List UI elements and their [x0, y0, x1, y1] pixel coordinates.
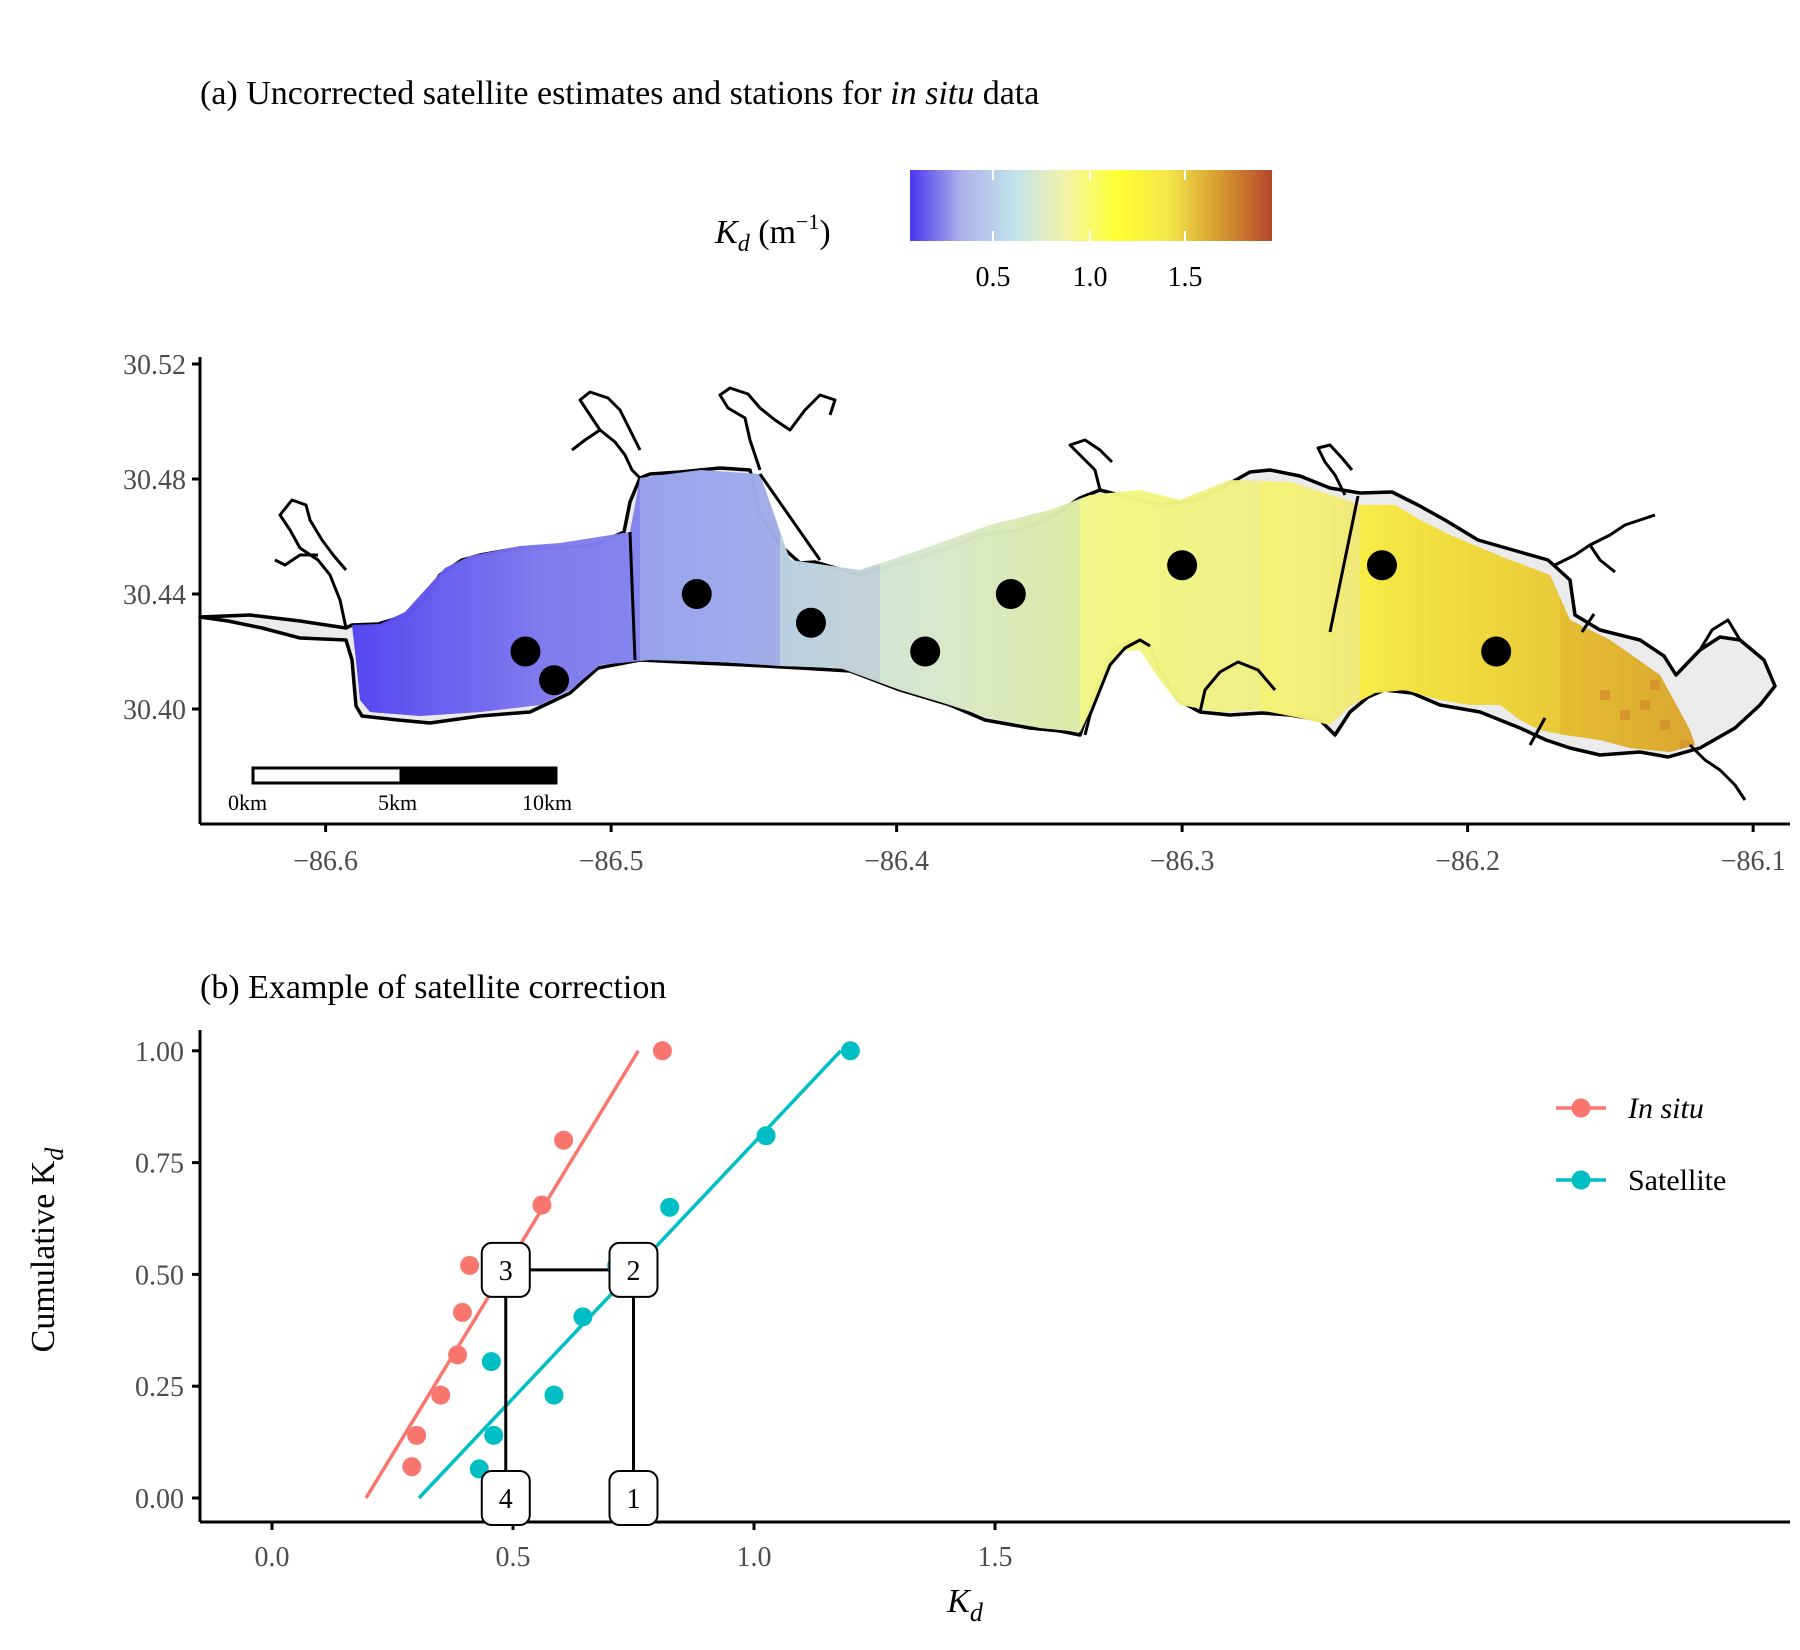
map-y-tick-label: 30.44	[123, 580, 186, 611]
colorbar-tick-label: 1.5	[1168, 262, 1203, 293]
y-tick-label: 0.00	[135, 1484, 184, 1515]
map-y-tick-label: 30.52	[123, 350, 186, 381]
panel-b-title: (b) Example of satellite correction	[200, 969, 666, 1006]
y-tick-label: 0.75	[135, 1149, 184, 1180]
scale-label-5: 5km	[378, 790, 417, 815]
x-tick-label: 1.5	[978, 1542, 1013, 1573]
station-marker	[995, 579, 1026, 609]
segment-dividers	[628, 473, 1596, 746]
map-y-tick-label: 30.40	[123, 695, 186, 726]
station-marker	[910, 636, 941, 667]
y-tick-label: 1.00	[135, 1037, 184, 1068]
colorbar-tick-label: 1.0	[1073, 262, 1108, 293]
legend-label-in-situ: In situ	[1627, 1092, 1704, 1125]
station-marker	[1481, 636, 1512, 667]
in-situ-point	[554, 1130, 574, 1150]
station-marker	[681, 579, 712, 609]
colorbar-label: Kd (m−1)	[714, 209, 831, 257]
legend-label-satellite: Satellite	[1628, 1164, 1726, 1197]
map-x-tick-label: −86.5	[579, 846, 644, 877]
x-tick-label: 0.0	[255, 1542, 290, 1573]
in-situ-point	[448, 1345, 468, 1365]
map-panel: 0km 5km 10km 30.52 30.48 30.44 30.40 −86.6 −…	[123, 350, 1790, 877]
step-marker-2: 2	[608, 1241, 659, 1298]
legend-dot-in-situ	[1571, 1098, 1591, 1118]
scale-label-10: 10km	[522, 790, 572, 815]
colorbar-tick-label: 0.5	[976, 262, 1011, 293]
in-situ-point	[652, 1041, 672, 1061]
satellite-point	[544, 1385, 564, 1405]
tributaries	[274, 386, 1747, 801]
svg-text:1: 1	[627, 1484, 641, 1515]
step-marker-3: 3	[480, 1241, 531, 1298]
y-tick-label: 0.25	[135, 1372, 184, 1403]
station-marker	[795, 607, 826, 638]
in-situ-point	[407, 1425, 427, 1445]
x-tick-label: 1.0	[737, 1542, 772, 1573]
legend: In situ Satellite	[1556, 1092, 1726, 1197]
map-x-tick-label: −86.1	[1721, 846, 1786, 877]
in-situ-point	[431, 1385, 451, 1405]
map-y-tick-label: 30.48	[123, 465, 186, 496]
step-marker-4: 4	[480, 1470, 531, 1526]
legend-dot-satellite	[1571, 1170, 1591, 1190]
y-tick-label: 0.50	[135, 1260, 184, 1291]
station-marker	[539, 665, 570, 696]
map-x-tick-label: −86.4	[864, 846, 929, 877]
scale-bar: 0km 5km 10km	[228, 766, 572, 815]
satellite-point	[756, 1126, 776, 1146]
satellite-point	[840, 1041, 860, 1061]
colorbar	[910, 170, 1272, 241]
station-marker	[510, 636, 541, 667]
svg-text:3: 3	[499, 1256, 513, 1287]
scale-label-0: 0km	[228, 790, 267, 815]
colorbar-legend: Kd (m−1) 0.5 1.0 1.5	[714, 170, 1272, 293]
map-x-tick-label: −86.3	[1150, 846, 1215, 877]
satellite-point	[481, 1352, 501, 1372]
in-situ-point	[402, 1457, 422, 1477]
x-tick-label: 0.5	[496, 1542, 531, 1573]
chart-panel-b: 0.00 0.25 0.50 0.75 1.00 0.0 0.5 1.0 1.5 1 2 3 4 Kd…	[25, 1030, 1790, 1627]
svg-text:4: 4	[499, 1484, 513, 1515]
satellite-point	[484, 1425, 504, 1445]
station-marker	[1167, 550, 1198, 581]
y-axis-label: Cumulative Kd	[25, 1147, 69, 1353]
panel-a-title: (a) Uncorrected satellite estimates and …	[200, 75, 1039, 112]
svg-text:2: 2	[627, 1256, 641, 1287]
satellite-point	[660, 1197, 680, 1217]
x-axis-label: Kd	[946, 1583, 984, 1627]
map-x-tick-label: −86.6	[293, 846, 358, 877]
satellite-point	[573, 1307, 593, 1327]
station-marker	[1366, 550, 1397, 581]
stations	[510, 550, 1512, 696]
in-situ-point	[452, 1302, 472, 1322]
correction-path	[504, 1268, 635, 1498]
map-x-tick-label: −86.2	[1435, 846, 1500, 877]
in-situ-point	[532, 1195, 552, 1215]
in-situ-point	[460, 1255, 480, 1275]
step-marker-1: 1	[608, 1470, 659, 1526]
